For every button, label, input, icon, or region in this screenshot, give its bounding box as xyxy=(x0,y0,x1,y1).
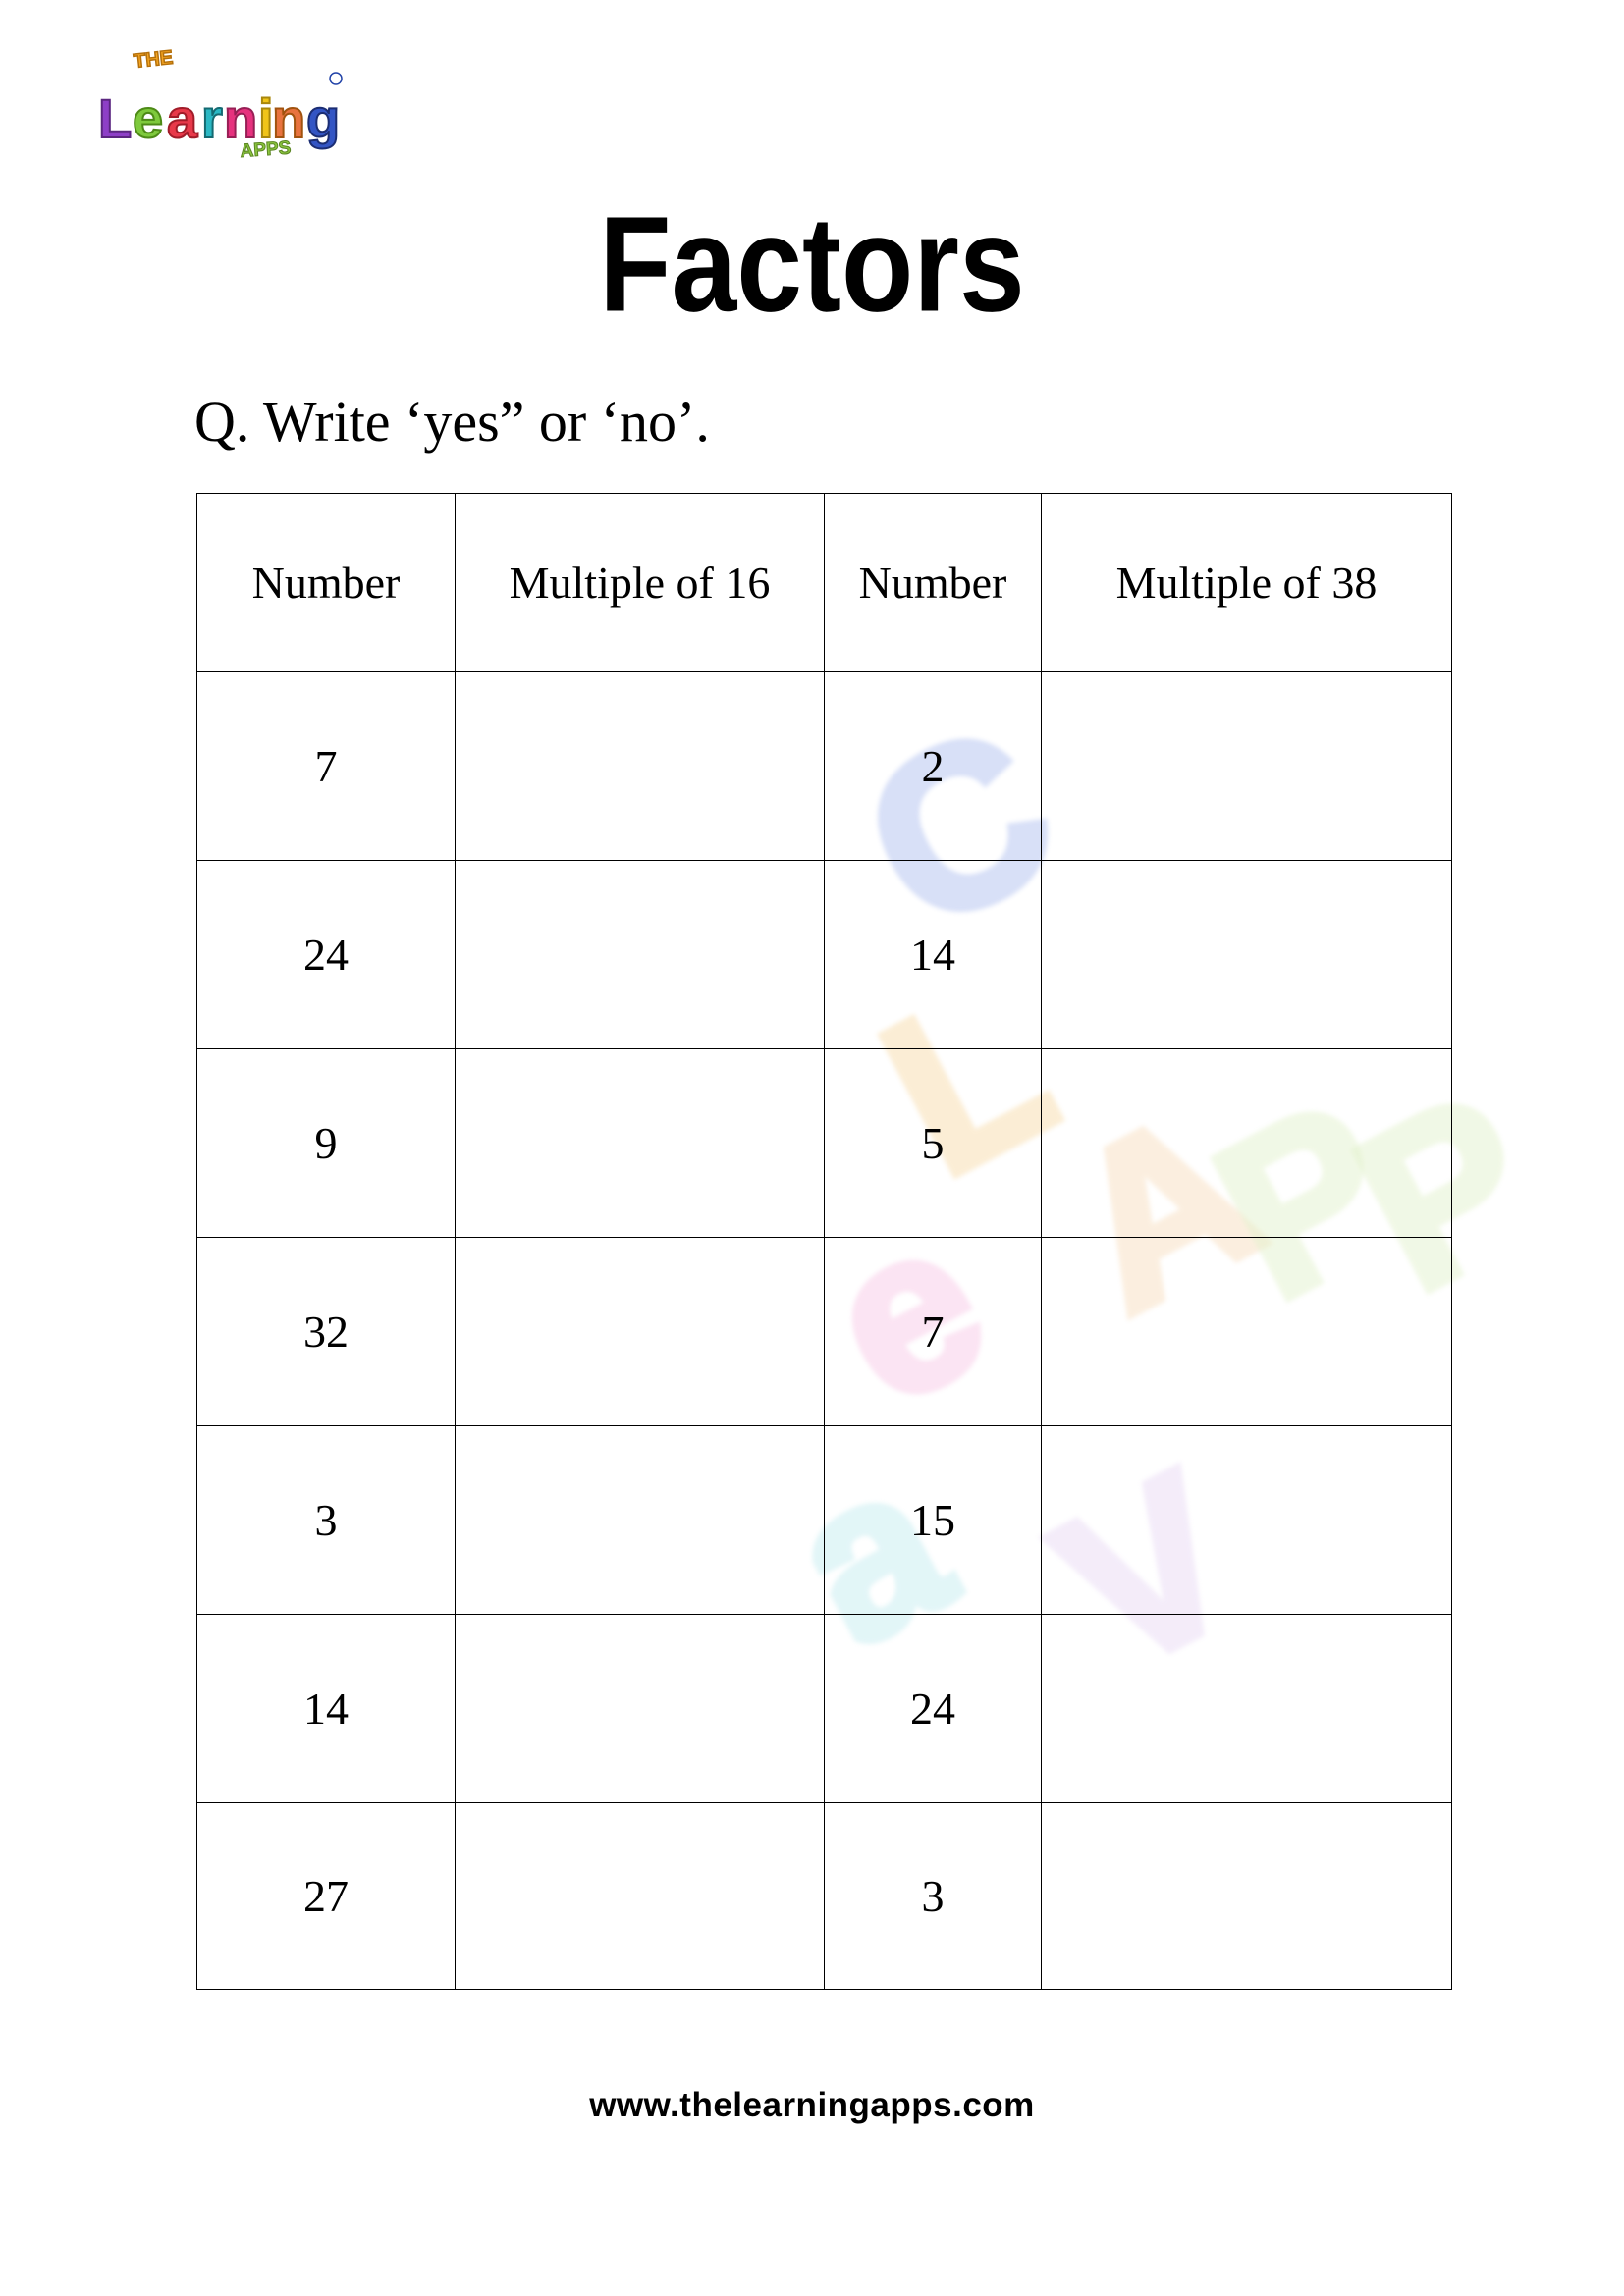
svg-text:e: e xyxy=(133,87,163,149)
svg-text:r: r xyxy=(201,87,223,149)
svg-text:L: L xyxy=(98,87,132,149)
svg-text:THE: THE xyxy=(133,47,174,73)
svg-text:a: a xyxy=(167,87,198,149)
svg-text:g: g xyxy=(306,87,340,149)
svg-text:APPS: APPS xyxy=(240,137,292,162)
